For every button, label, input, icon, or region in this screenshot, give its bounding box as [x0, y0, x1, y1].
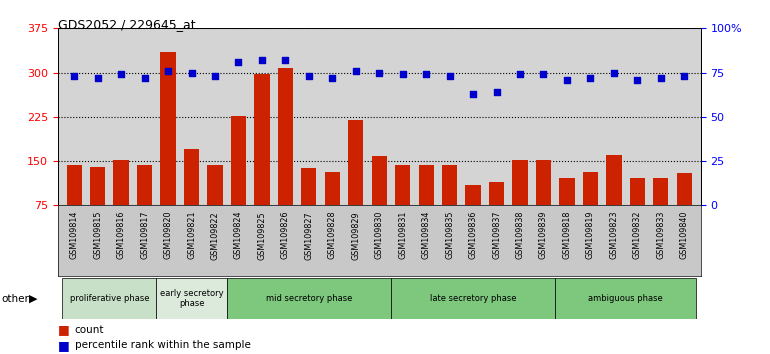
Point: [608, 70, 620, 75]
Text: GSM109821: GSM109821: [187, 211, 196, 259]
Bar: [372, 156, 387, 250]
Bar: [555, 278, 696, 319]
Bar: [207, 165, 223, 250]
Point: [678, 73, 691, 79]
Bar: [630, 178, 645, 250]
Bar: [348, 120, 363, 250]
Point: [420, 72, 432, 77]
Bar: [156, 278, 226, 319]
Text: other: other: [2, 294, 29, 304]
Text: GSM109839: GSM109839: [539, 211, 548, 259]
Point: [397, 72, 409, 77]
Text: GSM109834: GSM109834: [422, 211, 430, 259]
Text: ▶: ▶: [29, 294, 38, 304]
Point: [92, 75, 104, 81]
Point: [115, 72, 127, 77]
Text: GSM109827: GSM109827: [304, 211, 313, 259]
Text: GSM109828: GSM109828: [328, 211, 336, 259]
Point: [631, 77, 644, 82]
Point: [256, 57, 268, 63]
Point: [350, 68, 362, 74]
Text: mid secretory phase: mid secretory phase: [266, 294, 352, 303]
Text: GSM109838: GSM109838: [516, 211, 524, 259]
Text: GSM109840: GSM109840: [680, 211, 689, 259]
Bar: [226, 278, 391, 319]
Bar: [465, 185, 480, 250]
Bar: [489, 182, 504, 250]
Text: GSM109823: GSM109823: [609, 211, 618, 259]
Bar: [606, 155, 621, 250]
Bar: [62, 278, 156, 319]
Point: [303, 73, 315, 79]
Text: percentile rank within the sample: percentile rank within the sample: [75, 340, 250, 350]
Bar: [325, 172, 340, 250]
Text: GSM109814: GSM109814: [69, 211, 79, 259]
Text: ■: ■: [58, 324, 69, 336]
Point: [209, 73, 221, 79]
Point: [326, 75, 339, 81]
Text: ■: ■: [58, 339, 69, 352]
Text: late secretory phase: late secretory phase: [430, 294, 517, 303]
Bar: [184, 149, 199, 250]
Point: [444, 73, 456, 79]
Text: proliferative phase: proliferative phase: [69, 294, 149, 303]
Text: GSM109820: GSM109820: [163, 211, 172, 259]
Bar: [66, 165, 82, 250]
Bar: [395, 165, 410, 250]
Text: ambiguous phase: ambiguous phase: [588, 294, 663, 303]
Bar: [160, 52, 176, 250]
Point: [584, 75, 597, 81]
Point: [467, 91, 479, 97]
Text: GSM109824: GSM109824: [234, 211, 243, 259]
Text: GSM109833: GSM109833: [656, 211, 665, 259]
Text: GSM109822: GSM109822: [210, 211, 219, 259]
Bar: [90, 167, 105, 250]
Text: GSM109817: GSM109817: [140, 211, 149, 259]
Text: early secretory
phase: early secretory phase: [159, 289, 223, 308]
Bar: [137, 165, 152, 250]
Text: GDS2052 / 229645_at: GDS2052 / 229645_at: [58, 18, 196, 31]
Text: GSM109836: GSM109836: [469, 211, 477, 259]
Point: [162, 68, 174, 74]
Bar: [559, 178, 574, 250]
Point: [139, 75, 151, 81]
Text: GSM109835: GSM109835: [445, 211, 454, 259]
Point: [561, 77, 573, 82]
Text: GSM109815: GSM109815: [93, 211, 102, 259]
Bar: [391, 278, 555, 319]
Point: [490, 89, 503, 95]
Point: [514, 72, 526, 77]
Bar: [278, 68, 293, 250]
Text: GSM109830: GSM109830: [375, 211, 383, 259]
Point: [233, 59, 245, 65]
Bar: [254, 74, 270, 250]
Point: [68, 73, 80, 79]
Bar: [677, 173, 692, 250]
Text: GSM109825: GSM109825: [257, 211, 266, 259]
Bar: [653, 178, 668, 250]
Text: GSM109818: GSM109818: [562, 211, 571, 259]
Point: [537, 72, 550, 77]
Point: [280, 57, 292, 63]
Text: GSM109837: GSM109837: [492, 211, 501, 259]
Text: GSM109816: GSM109816: [116, 211, 126, 259]
Bar: [536, 160, 551, 250]
Bar: [301, 168, 316, 250]
Text: GSM109826: GSM109826: [281, 211, 290, 259]
Bar: [512, 160, 527, 250]
Point: [654, 75, 667, 81]
Point: [373, 70, 386, 75]
Text: GSM109819: GSM109819: [586, 211, 595, 259]
Bar: [419, 165, 434, 250]
Bar: [442, 165, 457, 250]
Text: count: count: [75, 325, 104, 335]
Text: GSM109831: GSM109831: [398, 211, 407, 259]
Text: GSM109829: GSM109829: [351, 211, 360, 259]
Bar: [583, 172, 598, 250]
Bar: [113, 160, 129, 250]
Point: [186, 70, 198, 75]
Text: GSM109832: GSM109832: [633, 211, 642, 259]
Bar: [231, 116, 246, 250]
